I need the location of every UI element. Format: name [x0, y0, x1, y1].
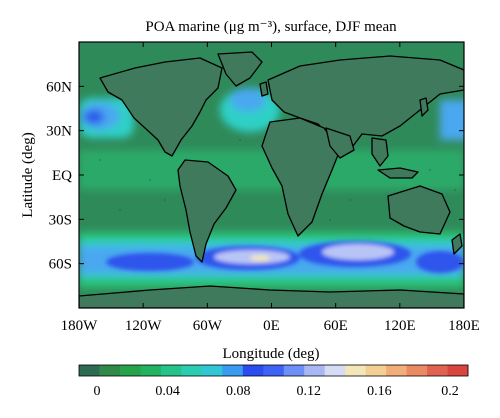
colorbar-segment [447, 365, 469, 376]
colorbar-segment [324, 365, 346, 376]
peak-atlantic-cream [250, 255, 270, 261]
colorbar-tick-label: 0.04 [155, 384, 180, 399]
greenland [217, 51, 263, 87]
australia [387, 185, 451, 235]
south-america [177, 159, 237, 263]
latitude-axis: 60N 30N EQ 30S 60S [46, 79, 464, 273]
colorbar-segment [99, 365, 121, 376]
colorbar-tick-label: 0.08 [226, 384, 251, 399]
britain [259, 81, 269, 97]
colorbar [78, 364, 469, 377]
japan [419, 97, 429, 117]
grid-dots [99, 139, 456, 221]
colorbar-segment [406, 365, 428, 376]
colorbar-segment [386, 365, 407, 376]
colorbar-tick-label: 0.12 [297, 384, 322, 399]
colorbar-segment [304, 365, 326, 376]
peak-indian-lavender [322, 244, 394, 260]
lon-tick-label: 120W [125, 318, 163, 334]
colorbar-tick-label: 0 [94, 384, 101, 399]
colorbar-segment [140, 365, 162, 376]
colorbar-segment [263, 365, 285, 376]
high-concentration-tasman [416, 251, 464, 273]
lon-tick-label: 180E [448, 318, 480, 334]
lat-tick-label: 30N [46, 124, 72, 140]
colorbar-segment [427, 365, 448, 376]
colorbar-segment [222, 365, 244, 376]
colorbar-segment [365, 365, 387, 376]
new-zealand [451, 233, 463, 255]
colorbar-segment [79, 365, 100, 376]
lat-tick-label: 60N [46, 79, 72, 95]
lat-tick-label: 60S [49, 257, 72, 273]
y-axis-label: Latitude (deg) [20, 132, 36, 217]
high-concentration-pacific [106, 253, 194, 271]
lat-tick-label: EQ [52, 168, 72, 184]
lon-tick-label: 60W [193, 318, 223, 334]
lon-tick-label: 180W [61, 318, 99, 334]
antarctica [79, 285, 464, 308]
lat-tick-label: 30S [49, 212, 72, 228]
longitude-axis: 180W 120W 60W 0E 60E 120E 180E [61, 42, 480, 334]
colorbar-tick-labels: 0 0.04 0.08 0.12 0.16 0.2 [94, 384, 459, 399]
colorbar-segment [181, 365, 203, 376]
map-field [79, 42, 464, 308]
colorbar-segment [242, 365, 264, 376]
colorbar-tick-label: 0.16 [367, 384, 392, 399]
land-masses [79, 51, 464, 308]
map-title: POA marine (μg m⁻³), surface, DJF mean [145, 19, 397, 35]
x-axis-label: Longitude (deg) [222, 346, 319, 362]
africa [261, 117, 341, 237]
colorbar-segment [345, 365, 367, 376]
north-atlantic-lightblue [230, 88, 266, 112]
north-pacific-blue [84, 110, 104, 124]
colorbar-segment [283, 365, 305, 376]
indochina [371, 137, 389, 167]
lon-tick-label: 120E [384, 318, 416, 334]
arabia-india [325, 127, 355, 159]
colorbar-tick-label: 0.2 [441, 384, 459, 399]
north-america [99, 57, 223, 157]
lon-tick-label: 0E [263, 318, 280, 334]
colorbar-segment [160, 365, 182, 376]
east-pacific-cyan [440, 100, 464, 140]
colorbar-frame [78, 364, 469, 377]
colorbar-segment [119, 365, 141, 376]
indonesia [377, 167, 419, 179]
colorbar-segment [201, 365, 223, 376]
lon-tick-label: 60E [324, 318, 348, 334]
